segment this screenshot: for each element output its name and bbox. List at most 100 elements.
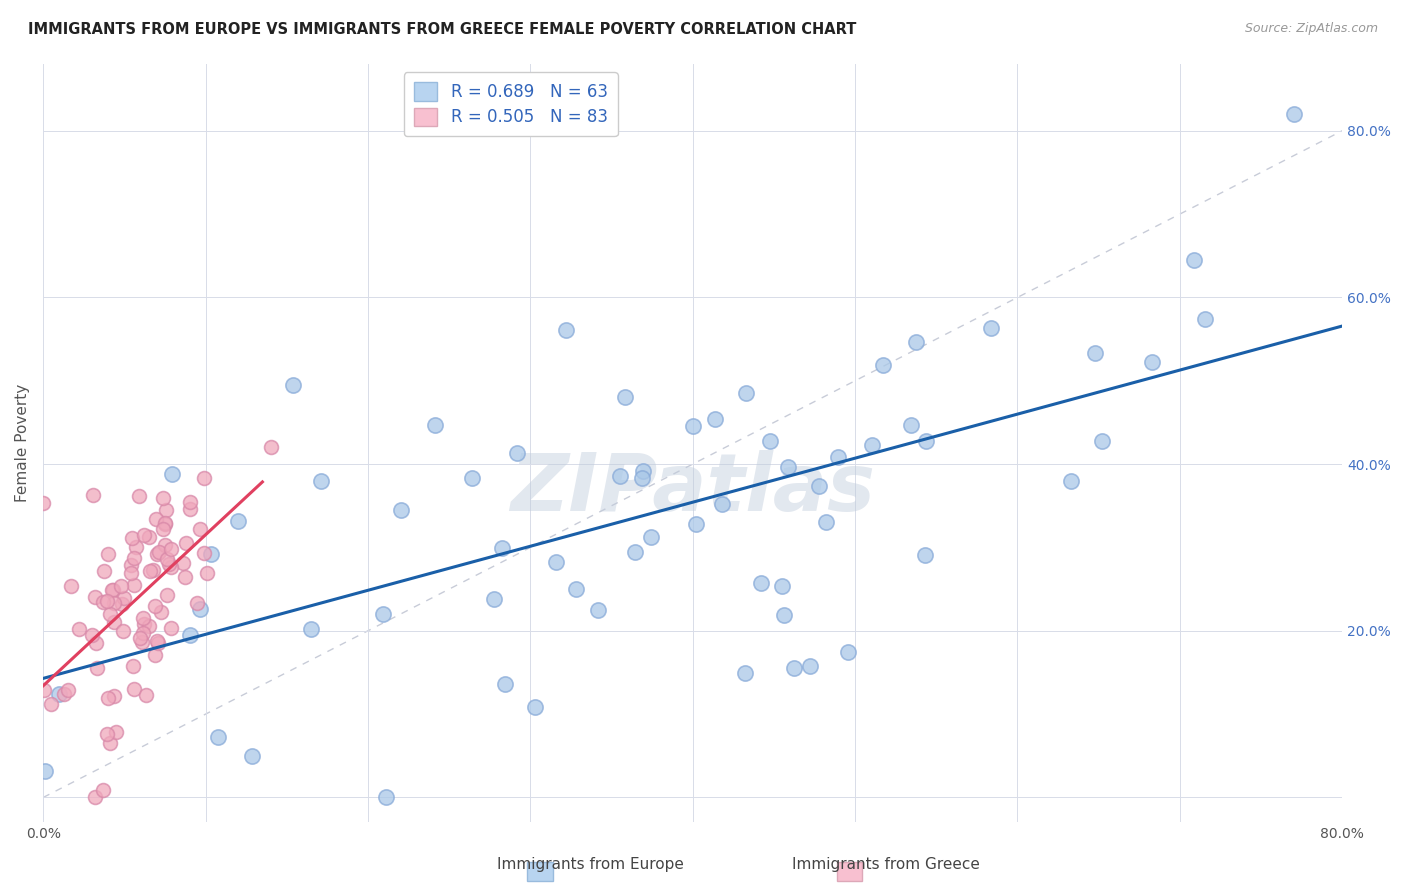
Point — [193, 545, 215, 559]
Point — [111, 597, 134, 611]
Point — [152, 491, 174, 505]
Point — [228, 515, 250, 529]
Point — [703, 412, 725, 426]
Point — [150, 605, 173, 619]
Point — [160, 559, 183, 574]
Point — [375, 789, 398, 804]
Point — [132, 527, 155, 541]
Point — [131, 635, 153, 649]
Point — [207, 730, 229, 744]
Point — [58, 683, 80, 698]
Point — [111, 624, 134, 638]
Point — [82, 488, 104, 502]
Text: ZIPatlas: ZIPatlas — [510, 450, 875, 528]
Text: Source: ZipAtlas.com: Source: ZipAtlas.com — [1244, 22, 1378, 36]
Point — [770, 579, 793, 593]
Point — [142, 563, 165, 577]
Point — [139, 565, 162, 579]
Point — [860, 438, 883, 452]
Point — [778, 460, 800, 475]
Point — [120, 558, 142, 572]
Point — [103, 615, 125, 629]
Point — [685, 517, 707, 532]
Point — [759, 434, 782, 448]
Point — [783, 661, 806, 675]
Point — [482, 591, 505, 606]
Point — [188, 602, 211, 616]
Point — [281, 378, 304, 392]
Point — [799, 659, 821, 673]
Point — [299, 622, 322, 636]
Point — [96, 727, 118, 741]
Point — [121, 531, 143, 545]
Point — [631, 464, 654, 478]
Text: IMMIGRANTS FROM EUROPE VS IMMIGRANTS FROM GREECE FEMALE POVERTY CORRELATION CHAR: IMMIGRANTS FROM EUROPE VS IMMIGRANTS FRO… — [28, 22, 856, 37]
Point — [980, 321, 1002, 335]
Point — [125, 540, 148, 554]
Point — [773, 608, 796, 623]
Point — [60, 579, 83, 593]
Point — [195, 566, 218, 581]
Point — [506, 446, 529, 460]
Point — [152, 522, 174, 536]
Point — [186, 595, 208, 609]
Point — [172, 556, 194, 570]
Point — [837, 645, 859, 659]
Point — [101, 583, 124, 598]
Point — [155, 516, 177, 530]
Point — [132, 611, 155, 625]
Point — [160, 621, 183, 635]
Point — [134, 616, 156, 631]
Point — [240, 748, 263, 763]
Point — [84, 590, 107, 604]
Point — [586, 603, 609, 617]
Point — [173, 570, 195, 584]
Point — [97, 691, 120, 706]
Point — [609, 469, 631, 483]
Point — [98, 607, 121, 621]
Point — [48, 687, 70, 701]
Point — [105, 725, 128, 739]
Point — [122, 682, 145, 697]
Point — [523, 700, 546, 714]
Point — [156, 589, 179, 603]
Point — [135, 688, 157, 702]
Point — [91, 595, 114, 609]
Point — [97, 547, 120, 561]
Point — [734, 666, 756, 681]
Point — [174, 536, 197, 550]
Point — [83, 790, 105, 805]
Point — [155, 538, 177, 552]
Point — [749, 575, 772, 590]
Point — [143, 648, 166, 662]
Point — [827, 450, 849, 464]
Point — [808, 479, 831, 493]
Point — [309, 474, 332, 488]
Point — [640, 530, 662, 544]
Point — [711, 497, 734, 511]
Point — [1084, 345, 1107, 359]
Point — [900, 418, 922, 433]
Point — [103, 689, 125, 703]
Point — [630, 471, 652, 485]
Point — [32, 682, 55, 697]
Point — [179, 495, 201, 509]
Point — [188, 522, 211, 536]
Point — [156, 552, 179, 566]
Point — [682, 418, 704, 433]
Point — [565, 582, 588, 597]
Point — [145, 511, 167, 525]
Point — [389, 503, 412, 517]
Point — [160, 542, 183, 557]
Point — [1060, 474, 1083, 488]
Point — [1282, 107, 1305, 121]
Point — [67, 622, 90, 636]
Point — [32, 496, 55, 510]
Point — [904, 334, 927, 349]
Point — [145, 547, 167, 561]
Point — [193, 470, 215, 484]
Point — [1194, 311, 1216, 326]
Point — [112, 591, 135, 606]
Point — [153, 516, 176, 531]
Point — [614, 390, 637, 404]
